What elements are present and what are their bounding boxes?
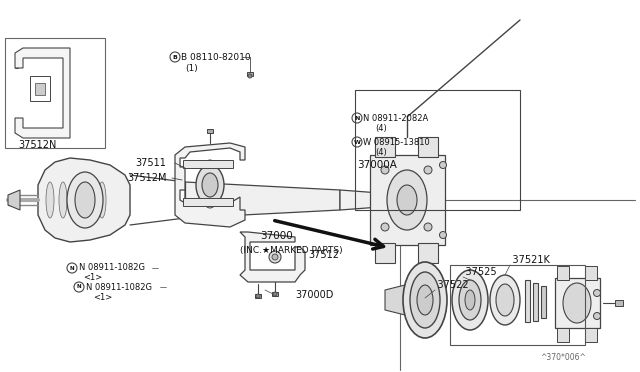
Bar xyxy=(585,328,597,342)
Circle shape xyxy=(440,161,447,169)
Text: 37000D: 37000D xyxy=(295,290,333,300)
Bar xyxy=(557,266,569,280)
Bar xyxy=(375,137,395,157)
Ellipse shape xyxy=(196,165,224,205)
Ellipse shape xyxy=(98,182,106,218)
Text: N 08911-1082G: N 08911-1082G xyxy=(79,263,145,273)
Text: (4): (4) xyxy=(375,124,387,132)
Text: 37521K: 37521K xyxy=(510,255,550,265)
Bar xyxy=(247,72,253,76)
Ellipse shape xyxy=(75,182,95,218)
Bar xyxy=(375,243,395,263)
Bar xyxy=(183,198,233,206)
Text: W: W xyxy=(353,140,360,144)
Circle shape xyxy=(205,198,215,208)
Circle shape xyxy=(256,294,260,298)
Text: <1>: <1> xyxy=(93,294,112,302)
Ellipse shape xyxy=(387,170,427,230)
Polygon shape xyxy=(185,182,340,218)
Ellipse shape xyxy=(59,182,67,218)
Text: (1): (1) xyxy=(185,64,198,73)
Text: (INC.★MARKED PARTS): (INC.★MARKED PARTS) xyxy=(240,246,342,254)
Polygon shape xyxy=(8,190,20,210)
Bar xyxy=(533,283,538,321)
Polygon shape xyxy=(385,285,405,315)
Ellipse shape xyxy=(410,272,440,328)
Text: N: N xyxy=(70,266,74,270)
Ellipse shape xyxy=(403,262,447,338)
Ellipse shape xyxy=(202,173,218,197)
Text: N: N xyxy=(355,115,360,121)
Ellipse shape xyxy=(490,275,520,325)
Bar xyxy=(207,129,213,133)
Text: N 08911-1082G: N 08911-1082G xyxy=(86,282,152,292)
Bar xyxy=(30,76,50,101)
Circle shape xyxy=(424,223,432,231)
Circle shape xyxy=(248,74,252,78)
Circle shape xyxy=(269,251,281,263)
Ellipse shape xyxy=(465,290,475,310)
Bar xyxy=(5,38,105,148)
Bar xyxy=(355,90,520,210)
Ellipse shape xyxy=(397,185,417,215)
Text: 37512: 37512 xyxy=(308,250,339,260)
Text: 37000: 37000 xyxy=(260,231,292,241)
Bar xyxy=(272,292,278,296)
Ellipse shape xyxy=(452,270,488,330)
Bar xyxy=(557,328,569,342)
Polygon shape xyxy=(15,48,70,138)
Text: 37512N: 37512N xyxy=(18,140,56,150)
Bar xyxy=(450,265,585,345)
Bar xyxy=(35,83,45,95)
Text: ^370*006^: ^370*006^ xyxy=(540,353,586,362)
Text: 37525: 37525 xyxy=(463,267,497,277)
Circle shape xyxy=(381,223,389,231)
Circle shape xyxy=(205,160,215,170)
Text: <1>: <1> xyxy=(83,273,102,282)
Text: N: N xyxy=(77,285,81,289)
Bar xyxy=(370,155,445,245)
Polygon shape xyxy=(340,190,380,210)
Bar xyxy=(585,266,597,280)
Bar xyxy=(255,294,261,298)
Ellipse shape xyxy=(67,172,103,228)
Bar xyxy=(615,300,623,306)
Ellipse shape xyxy=(459,280,481,320)
Text: 37000A: 37000A xyxy=(357,160,397,170)
Text: 37511: 37511 xyxy=(135,158,166,168)
Text: 37512M: 37512M xyxy=(127,173,166,183)
Text: (4): (4) xyxy=(375,148,387,157)
Text: 37522: 37522 xyxy=(435,280,468,290)
Circle shape xyxy=(424,166,432,174)
Polygon shape xyxy=(175,143,245,227)
Ellipse shape xyxy=(85,182,93,218)
Text: B: B xyxy=(173,55,177,60)
Bar xyxy=(183,160,233,168)
Bar xyxy=(418,137,438,157)
Circle shape xyxy=(272,254,278,260)
Bar xyxy=(555,278,600,328)
Ellipse shape xyxy=(46,182,54,218)
Bar xyxy=(418,243,438,263)
Bar xyxy=(541,286,546,318)
Ellipse shape xyxy=(496,284,514,316)
Ellipse shape xyxy=(563,283,591,323)
Text: B 08110-82010: B 08110-82010 xyxy=(181,52,251,61)
Polygon shape xyxy=(240,232,305,282)
Polygon shape xyxy=(38,158,130,242)
Circle shape xyxy=(273,292,277,296)
Circle shape xyxy=(381,166,389,174)
Circle shape xyxy=(593,312,600,320)
Ellipse shape xyxy=(72,182,80,218)
Circle shape xyxy=(440,231,447,238)
Circle shape xyxy=(593,289,600,296)
Text: W 08915-13810: W 08915-13810 xyxy=(363,138,429,147)
Bar xyxy=(525,280,530,322)
Ellipse shape xyxy=(417,285,433,315)
Text: N 08911-2082A: N 08911-2082A xyxy=(363,113,428,122)
